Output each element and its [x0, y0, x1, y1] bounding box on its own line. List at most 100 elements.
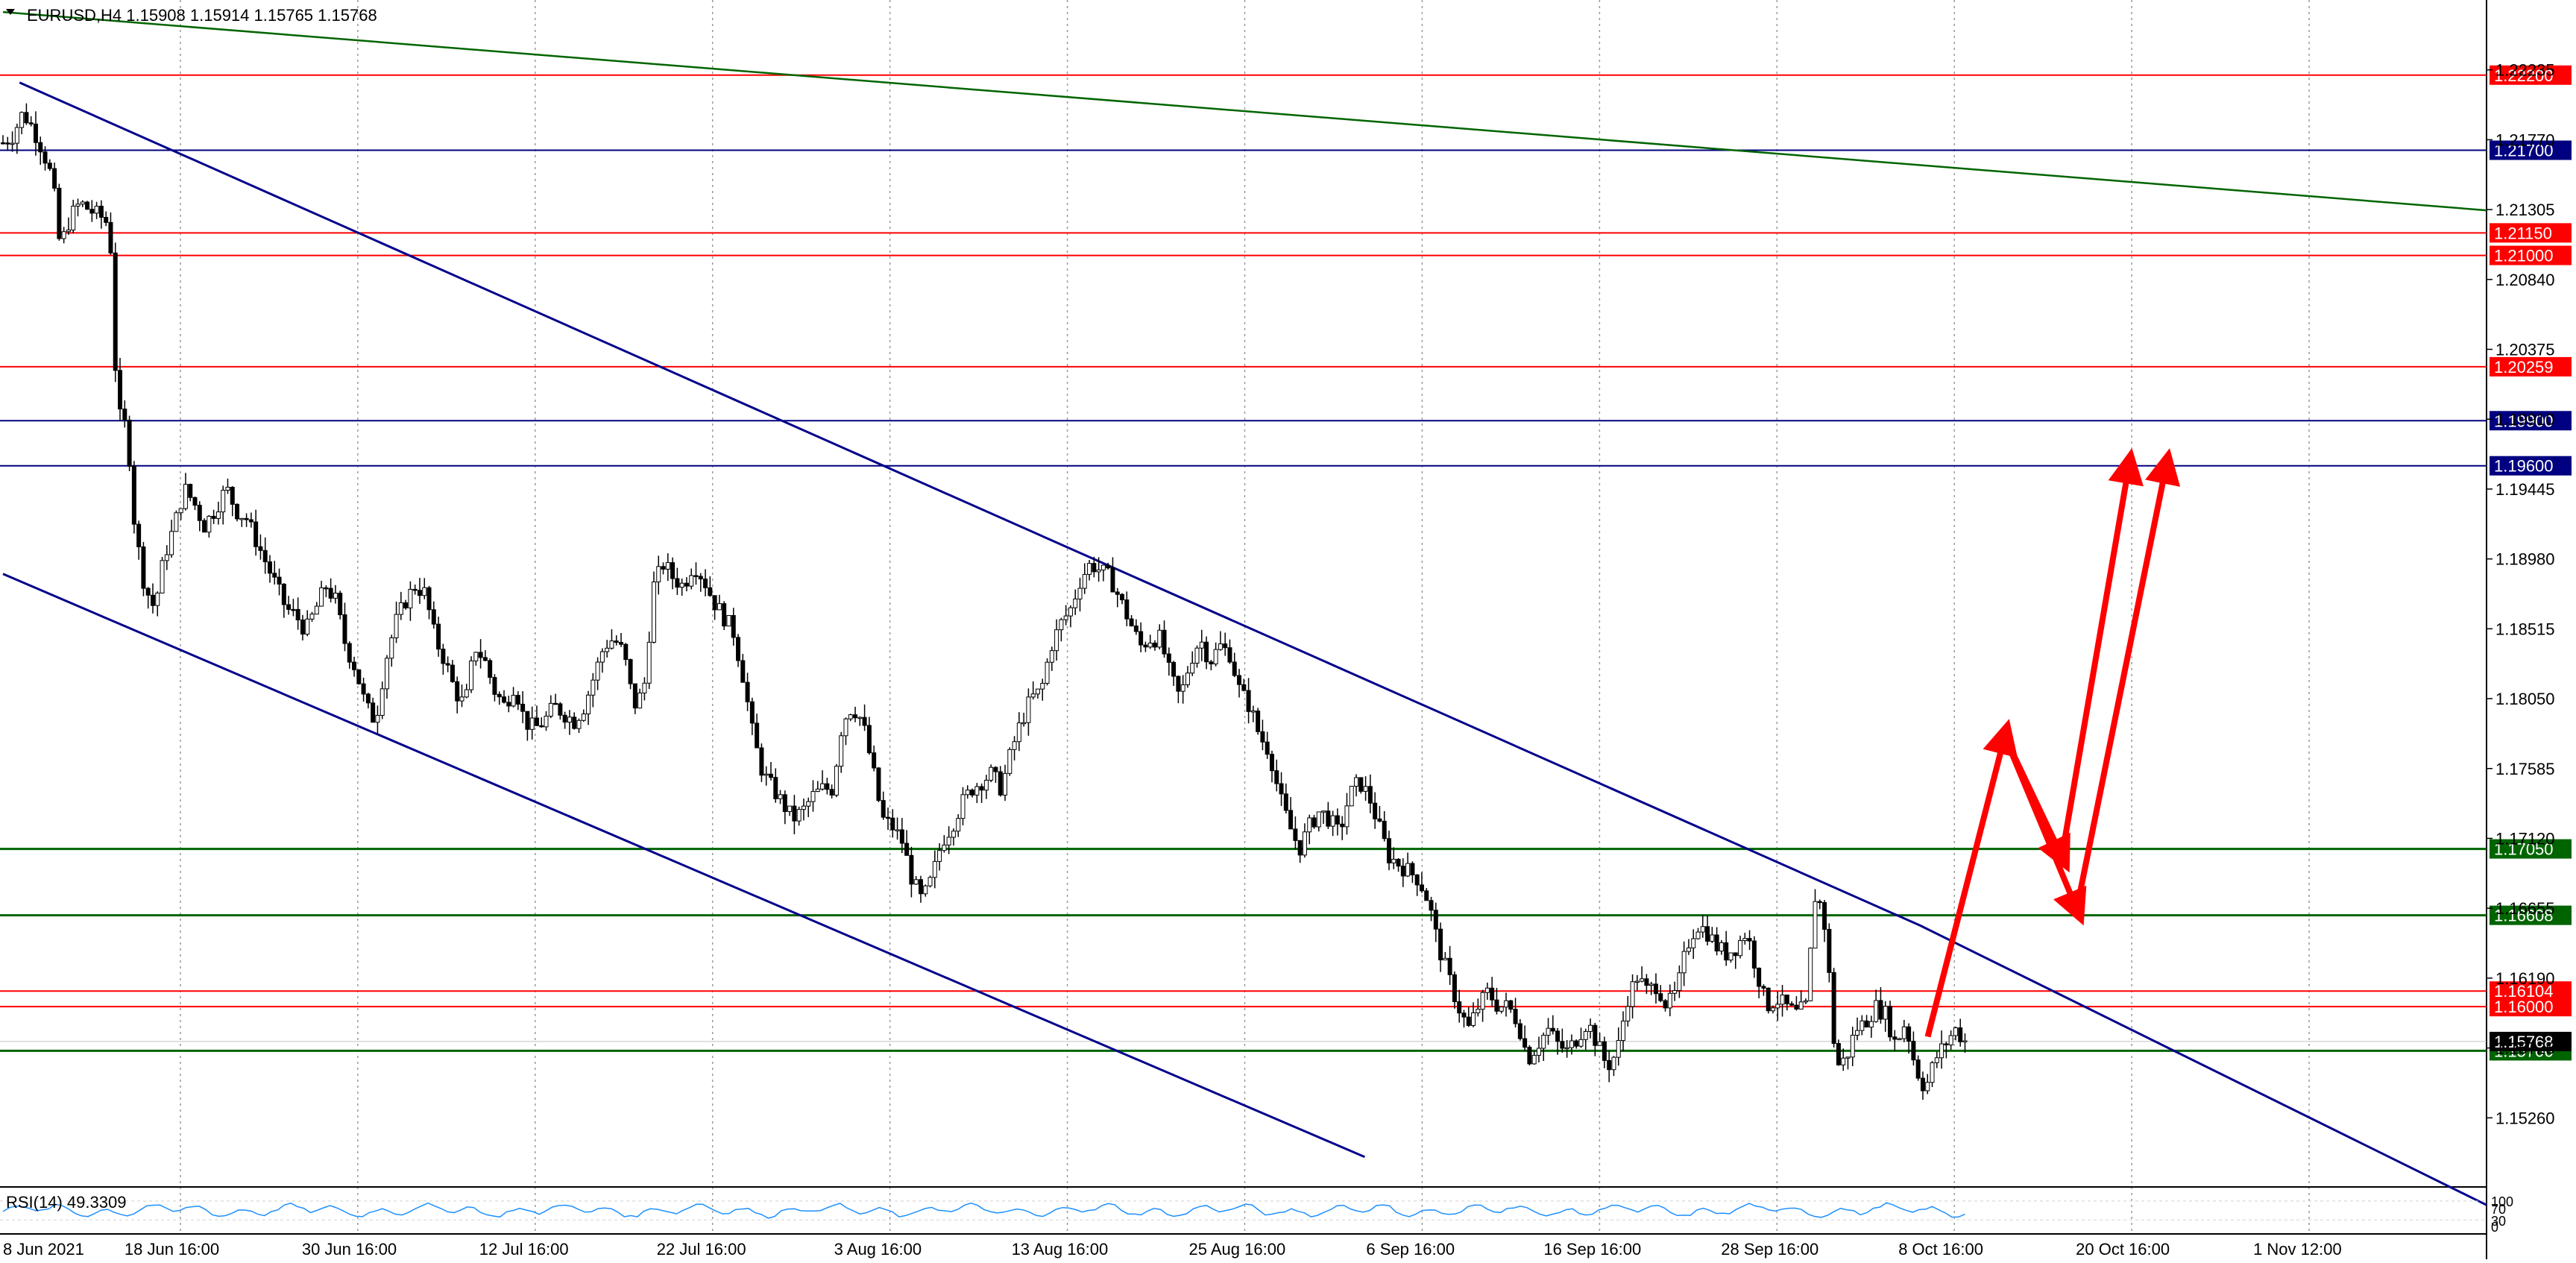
candle-body	[262, 549, 268, 563]
candle-body	[572, 716, 577, 729]
price-tick-label: 1.20375	[2495, 341, 2555, 359]
candle-body	[1784, 995, 1789, 1004]
candle-body	[1026, 696, 1031, 723]
candle-body	[1171, 661, 1177, 677]
candle-body	[913, 879, 919, 885]
candle-body	[98, 206, 104, 218]
candle-body	[24, 112, 29, 124]
candle-body	[1218, 643, 1223, 650]
candle-body	[319, 587, 324, 607]
level-badge-label: 1.19600	[2494, 457, 2554, 476]
candle-body	[1162, 629, 1167, 655]
candle-body	[1096, 569, 1101, 573]
candle-body	[1892, 1036, 1898, 1040]
candle-body	[1831, 971, 1836, 1045]
candle-body	[1930, 1062, 1935, 1083]
candle-body	[1382, 820, 1387, 840]
candle-body	[843, 718, 848, 737]
candle-body	[1377, 818, 1382, 822]
candle-body	[1939, 1043, 1944, 1059]
candle-body	[553, 702, 558, 705]
candle-body	[1120, 593, 1125, 601]
candle-body	[768, 773, 773, 778]
time-tick-label: 8 Oct 16:00	[1898, 1240, 1983, 1259]
candle-body	[192, 497, 198, 506]
candle-body	[1611, 1056, 1616, 1071]
level-badge-label: 1.22200	[2494, 66, 2554, 85]
candle-body	[1677, 972, 1682, 992]
candle-body	[450, 664, 455, 682]
candle-body	[1588, 1024, 1593, 1032]
candle-body	[1199, 641, 1204, 649]
candle-body	[1250, 711, 1256, 713]
dropdown-triangle-icon[interactable]	[6, 9, 15, 15]
candle-body	[1073, 598, 1078, 608]
candle-body	[759, 747, 764, 776]
candle-body	[1110, 567, 1115, 593]
candle-body	[1925, 1082, 1930, 1092]
candle-body	[1798, 1001, 1804, 1010]
candle-body	[1569, 1040, 1574, 1048]
candle-body	[1269, 754, 1274, 772]
candle-body	[1640, 978, 1645, 982]
candle-body	[426, 587, 432, 611]
candle-body	[1827, 928, 1832, 973]
candle-body	[656, 566, 661, 582]
candle-body	[464, 689, 469, 698]
candle-body	[422, 587, 427, 596]
candle-body	[670, 562, 676, 579]
candle-body	[787, 805, 793, 813]
candle-body	[1803, 1000, 1808, 1003]
candle-body	[755, 722, 760, 749]
candle-body	[1686, 947, 1691, 952]
candle-body	[1681, 951, 1687, 974]
candle-body	[244, 517, 249, 520]
time-tick-label: 30 Jun 16:00	[302, 1240, 397, 1259]
candle-body	[127, 419, 132, 467]
candle-body	[1794, 1004, 1799, 1010]
candle-body	[1452, 974, 1457, 1003]
candle-body	[1330, 815, 1335, 827]
candle-body	[1115, 591, 1120, 595]
candle-body	[1747, 938, 1752, 942]
candle-body	[258, 546, 263, 551]
candle-body	[703, 579, 708, 588]
candle-body	[10, 142, 15, 145]
time-tick-label: 18 Jun 16:00	[125, 1240, 219, 1259]
candle-body	[221, 490, 226, 513]
candle-body	[1962, 1040, 1968, 1042]
candle-body	[599, 651, 605, 663]
candle-body	[810, 791, 816, 802]
level-badge-label: 1.19900	[2494, 412, 2554, 430]
last-price-label: 1.15768	[2494, 1033, 2554, 1051]
forecast-arrow-alt	[2073, 448, 2181, 910]
candle-body	[1092, 563, 1097, 573]
candle-body	[839, 735, 844, 767]
candle-body	[1063, 615, 1068, 620]
candle-body	[1241, 684, 1247, 691]
candle-body	[1625, 1006, 1631, 1021]
candle-body	[174, 512, 179, 532]
candle-body	[1780, 995, 1785, 1005]
candle-body	[80, 201, 85, 205]
candle-body	[525, 711, 530, 730]
candle-body	[1232, 661, 1237, 676]
candle-body	[923, 885, 928, 895]
candle-body	[441, 649, 446, 664]
candle-body	[1897, 1038, 1902, 1041]
candle-body	[1667, 992, 1672, 1009]
candle-body	[389, 637, 394, 659]
candle-body	[314, 605, 319, 615]
candle-body	[1836, 1043, 1841, 1065]
price-tick-label: 1.17585	[2495, 760, 2555, 778]
candle-body	[1147, 643, 1153, 648]
candle-body	[946, 837, 951, 845]
candle-body	[993, 766, 998, 772]
candle-body	[1307, 817, 1312, 833]
candle-body	[66, 229, 71, 233]
candle-body	[1691, 938, 1696, 948]
level-badge	[2490, 997, 2572, 1017]
candle-body	[1761, 986, 1766, 989]
candle-body	[909, 854, 914, 885]
